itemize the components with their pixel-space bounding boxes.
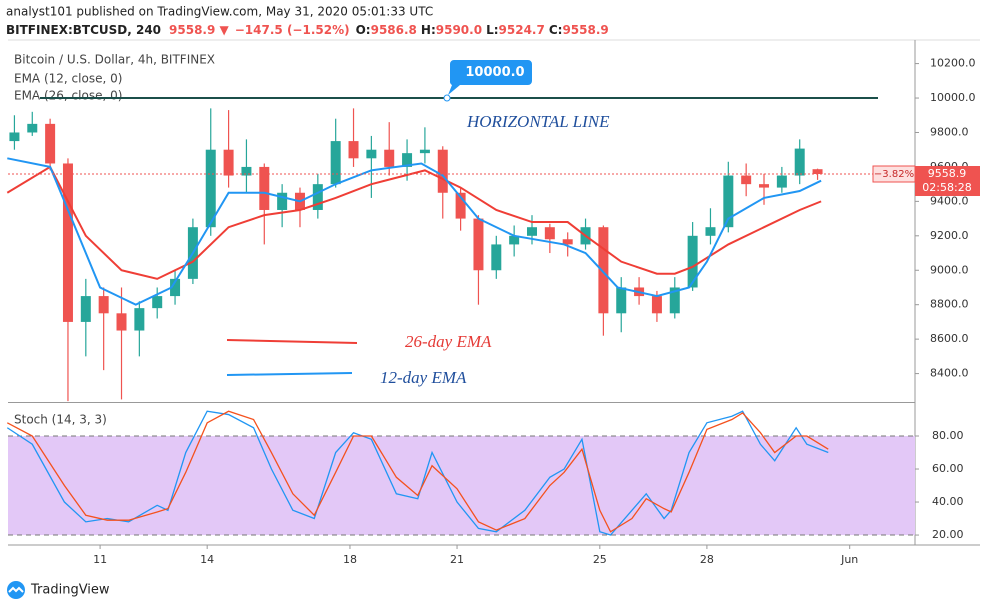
candle-body	[205, 149, 216, 228]
candle-body	[759, 184, 770, 188]
last: 9558.9 ▼	[169, 23, 229, 37]
price-box	[915, 166, 980, 197]
price-label: 9558.9	[928, 167, 967, 180]
candle-body	[45, 123, 56, 164]
ema12-note: 12-day EMA	[380, 368, 467, 387]
y-tick-label: 8600.0	[930, 332, 969, 345]
x-tick-label: 11	[93, 553, 107, 566]
ema26-note: 26-day EMA	[405, 332, 492, 351]
y-tick-label: 9400.0	[930, 194, 969, 207]
candle-body	[116, 313, 127, 331]
x-tick-label: 28	[700, 553, 714, 566]
candle-body	[330, 141, 341, 185]
candle-body	[348, 141, 359, 159]
ema26-key	[226, 339, 358, 344]
publish-line: analyst101 published on TradingView.com,…	[6, 5, 433, 19]
candle-body	[526, 227, 537, 236]
candle-body	[9, 132, 20, 142]
symbol-line: BITFINEX:BTCUSD, 240 9558.9 ▼ −147.5 (−1.5…	[6, 23, 609, 37]
change: −147.5 (−1.52%)	[235, 23, 350, 37]
l-value: 9524.7	[499, 23, 545, 37]
stoch-line	[6, 410, 829, 536]
y-tick-label: 8400.0	[930, 367, 969, 380]
y-tick-label: 60.00	[932, 462, 964, 475]
legend-entry: EMA (12, close, 0)	[14, 72, 122, 86]
candle-body	[152, 296, 163, 309]
x-tick-label: 14	[200, 553, 214, 566]
change-label: −3.82%	[874, 169, 914, 180]
y-tick-label: 10000.0	[930, 91, 976, 104]
h-label: H:	[421, 23, 436, 37]
candle-body	[134, 308, 145, 331]
line-handle	[443, 94, 451, 102]
candle-body	[705, 227, 716, 236]
y-tick-label: 9000.0	[930, 263, 969, 276]
horizontal-line-note: HORIZONTAL LINE	[466, 112, 610, 131]
candle-body	[437, 149, 448, 193]
symbol: BITFINEX:BTCUSD, 240	[6, 23, 161, 37]
candle-body	[419, 149, 430, 154]
candle-body	[277, 192, 288, 210]
y-tick-label: 9800.0	[930, 125, 969, 138]
candle-body	[562, 239, 573, 245]
h-value: 9590.0	[436, 23, 482, 37]
candle-body	[312, 184, 323, 210]
x-tick-label: 25	[593, 553, 607, 566]
candle-body	[669, 287, 680, 314]
ema-line	[6, 165, 822, 280]
candle-body	[384, 149, 395, 167]
candle-body	[794, 148, 805, 176]
candle-body	[98, 296, 109, 314]
pane-title: Stoch (14, 3, 3)	[14, 413, 107, 427]
x-tick-label: 21	[450, 553, 464, 566]
candle-body	[27, 123, 38, 133]
stoch-band	[8, 436, 915, 536]
y-tick-label: 8800.0	[930, 298, 969, 311]
candle-body	[812, 169, 823, 175]
callout-label: 10000.0	[465, 65, 524, 80]
candle-body	[223, 149, 234, 176]
ema-line	[7, 157, 822, 306]
y-tick-label: 20.00	[932, 528, 964, 541]
callout	[448, 60, 532, 95]
chart-title: Bitcoin / U.S. Dollar, 4h, BITFINEX	[14, 53, 215, 67]
candle-body	[491, 244, 502, 271]
candle-body	[241, 166, 252, 176]
brand-glyph	[8, 586, 24, 593]
candle-body	[170, 278, 181, 297]
l-label: L:	[486, 23, 498, 37]
y-tick-label: 80.00	[932, 429, 964, 442]
candle-body	[616, 287, 627, 314]
candle-body	[455, 192, 466, 219]
y-tick-label: 40.00	[932, 495, 964, 508]
stoch-line	[6, 410, 829, 533]
candle-body	[509, 235, 520, 245]
candle-body	[80, 296, 91, 322]
y-tick-label: 9200.0	[930, 229, 969, 242]
candle-body	[598, 227, 609, 314]
c-label: C:	[549, 23, 563, 37]
c-value: 9558.9	[562, 23, 608, 37]
ema12-key	[226, 372, 353, 376]
x-tick-label: 18	[343, 553, 357, 566]
countdown: 02:58:28	[922, 181, 971, 194]
candle-body	[544, 227, 555, 240]
candle-body	[741, 175, 752, 185]
candle-body	[259, 166, 270, 210]
candle-body	[473, 218, 484, 271]
candle-body	[776, 175, 787, 188]
y-tick-label: 10200.0	[930, 57, 976, 70]
candle-body	[651, 296, 662, 314]
o-label: O:	[356, 23, 371, 37]
x-tick-label: Jun	[840, 553, 858, 566]
candle-body	[402, 153, 413, 167]
candle-body	[62, 163, 73, 322]
candle-body	[366, 149, 377, 159]
candle-body	[723, 175, 734, 228]
o-value: 9586.8	[371, 23, 417, 37]
brand: TradingView	[30, 583, 110, 598]
candle-body	[687, 235, 698, 288]
legend-entry: EMA (26, close, 0)	[14, 89, 122, 103]
